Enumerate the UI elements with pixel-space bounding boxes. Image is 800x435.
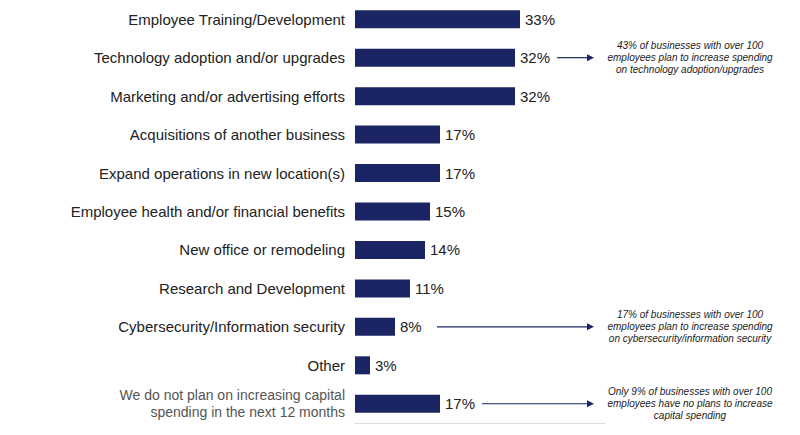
svg-text:Expand operations in new locat: Expand operations in new location(s) <box>99 165 345 182</box>
svg-text:15%: 15% <box>435 203 465 220</box>
svg-text:spending in the next 12 months: spending in the next 12 months <box>150 404 345 420</box>
svg-text:17%: 17% <box>445 395 475 412</box>
svg-text:17% of businesses with over 10: 17% of businesses with over 100 <box>617 309 764 320</box>
svg-text:Only 9% of businesses with ove: Only 9% of businesses with over 100 <box>608 386 772 397</box>
svg-text:32%: 32% <box>520 88 550 105</box>
svg-text:33%: 33% <box>525 11 555 28</box>
svg-text:3%: 3% <box>375 357 397 374</box>
svg-text:Technology adoption and/or upg: Technology adoption and/or upgrades <box>94 49 345 66</box>
svg-text:14%: 14% <box>430 241 460 258</box>
svg-text:employees plan to increase spe: employees plan to increase spending <box>607 321 773 332</box>
svg-text:8%: 8% <box>400 318 422 335</box>
svg-text:Research and Development: Research and Development <box>159 280 346 297</box>
svg-text:43% of businesses with over 10: 43% of businesses with over 100 <box>617 40 764 51</box>
svg-text:Other: Other <box>307 357 345 374</box>
svg-text:We do not plan on increasing c: We do not plan on increasing capital <box>120 387 345 403</box>
svg-text:11%: 11% <box>415 280 444 297</box>
svg-text:32%: 32% <box>520 49 550 66</box>
svg-text:employees have no plans to inc: employees have no plans to increase <box>607 398 773 409</box>
svg-text:employees plan to increase spe: employees plan to increase spending <box>607 52 773 63</box>
svg-text:17%: 17% <box>445 165 475 182</box>
svg-text:Employee Training/Development: Employee Training/Development <box>128 11 346 28</box>
svg-text:on technology adoption/upgrade: on technology adoption/upgrades <box>616 64 764 75</box>
svg-text:on cybersecurity/information s: on cybersecurity/information security <box>609 333 772 344</box>
svg-text:capital spending: capital spending <box>654 410 727 421</box>
svg-text:Employee health and/or financi: Employee health and/or financial benefit… <box>71 203 345 220</box>
svg-text:Marketing and/or advertising e: Marketing and/or advertising efforts <box>110 88 345 105</box>
svg-text:Acquisitions of another busine: Acquisitions of another business <box>130 126 345 143</box>
svg-text:17%: 17% <box>445 126 475 143</box>
svg-text:Cybersecurity/Information secu: Cybersecurity/Information security <box>118 318 345 335</box>
svg-text:New office or remodeling: New office or remodeling <box>179 241 345 258</box>
